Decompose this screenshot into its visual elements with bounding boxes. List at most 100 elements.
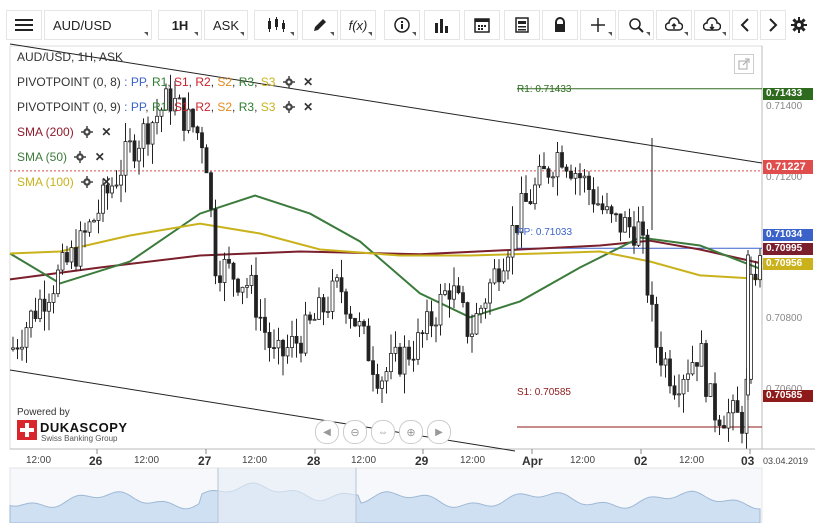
candle-body [366, 325, 371, 362]
candle-body [123, 141, 128, 176]
upload-button[interactable] [656, 10, 692, 40]
candle-body [758, 255, 762, 281]
level-r1: R1 [151, 100, 168, 114]
drawing-tools-button[interactable] [302, 10, 338, 40]
powered-by-label: Powered by [17, 407, 70, 418]
forward-button[interactable] [760, 10, 786, 40]
download-button[interactable] [694, 10, 730, 40]
back-button[interactable] [732, 10, 758, 40]
indicators-button[interactable]: f(x) [340, 10, 376, 40]
candle-body [636, 221, 641, 246]
zoom-in-icon[interactable]: ⊕ [399, 420, 423, 444]
candle-body [753, 273, 758, 281]
candle-body [609, 206, 614, 215]
candle-body [699, 343, 704, 367]
chart-nav-controls: ◀ ⊖ ⇔ ⊕ ▶ [315, 420, 451, 444]
close-icon[interactable]: ✕ [101, 175, 112, 189]
swiss-cross-icon [17, 420, 37, 440]
toolbar: AUD/USD 1H ASK f(x) [0, 0, 815, 46]
candle-body [632, 226, 636, 246]
hamburger-icon [15, 19, 33, 31]
channel-upper-line [9, 43, 763, 164]
candle-body [564, 166, 569, 172]
price-axis-label: 0.70800 [766, 313, 803, 324]
close-icon[interactable]: ✕ [303, 75, 314, 89]
price-tag-sma100: 0.70956 [763, 258, 813, 270]
info-button[interactable] [384, 10, 420, 40]
price-tag-current: 0.71227 [763, 160, 813, 174]
candle-body [272, 347, 276, 349]
calendar-button[interactable] [464, 10, 500, 40]
candle-body [209, 172, 213, 210]
news-button[interactable] [504, 10, 540, 40]
candle-body [308, 314, 312, 321]
price-axis-label: 0.70600 [766, 384, 802, 395]
candle-body [573, 173, 578, 179]
candle-body [213, 208, 218, 277]
candle-body [182, 97, 186, 131]
caret-icon [144, 32, 148, 36]
candle-body [132, 140, 137, 162]
bar-chart-icon [435, 19, 448, 33]
candle-body [506, 256, 510, 272]
gear-icon[interactable] [282, 101, 295, 113]
popout-icon[interactable] [734, 54, 754, 74]
level-r2: R2 [195, 75, 211, 89]
indicator-sma-200: SMA (200) ✕ [17, 125, 111, 139]
candle-body [285, 347, 290, 357]
candle-body [186, 108, 191, 131]
symbol-selector[interactable]: AUD/USD [44, 10, 152, 40]
candlesticks [11, 74, 762, 449]
gear-icon[interactable] [81, 126, 94, 138]
volume-button[interactable] [424, 10, 460, 40]
zoom-button[interactable] [618, 10, 654, 40]
side-selector[interactable]: ASK [204, 10, 248, 40]
lock-button[interactable] [542, 10, 578, 40]
chart-type-button[interactable] [254, 10, 298, 40]
candle-body [681, 378, 686, 395]
price-tag-r1: 0.71433 [763, 88, 813, 100]
candle-body [69, 247, 74, 263]
candle-body [749, 273, 753, 380]
candle-body [42, 298, 47, 312]
candle-body [326, 311, 330, 313]
settings-button[interactable] [788, 10, 810, 40]
reset-zoom-icon[interactable]: ⇔ [371, 420, 395, 444]
candle-body [551, 176, 555, 179]
level-s2: S2 [217, 100, 233, 114]
timeframe-selector[interactable]: 1H [158, 10, 202, 40]
candle-body [429, 311, 434, 327]
candle-body [29, 310, 33, 329]
candle-body [384, 371, 389, 382]
gear-icon[interactable] [74, 151, 87, 163]
candle-body [650, 294, 654, 305]
level-r3: R3 [238, 100, 255, 114]
candle-body [434, 324, 438, 327]
menu-button[interactable] [6, 10, 42, 40]
scroll-right-icon[interactable]: ▶ [427, 420, 451, 444]
scroll-left-icon[interactable]: ◀ [315, 420, 339, 444]
candle-body [105, 184, 110, 194]
close-icon[interactable]: ✕ [303, 100, 314, 114]
close-icon[interactable]: ✕ [101, 125, 112, 139]
candle-body [371, 360, 375, 375]
candlestick-icon [268, 17, 285, 32]
candle-body [348, 313, 353, 319]
candle-body [357, 321, 362, 327]
candle-body [465, 302, 470, 337]
close-icon[interactable]: ✕ [94, 150, 105, 164]
candle-body [443, 290, 447, 295]
crosshair-button[interactable] [580, 10, 616, 40]
gear-icon[interactable] [81, 176, 94, 188]
candle-body [717, 419, 722, 426]
candle-body [299, 342, 303, 354]
candle-body [78, 230, 83, 267]
candle-body [722, 425, 726, 429]
candle-body [393, 346, 398, 354]
level-r3: R3 [238, 75, 255, 89]
candle-body [492, 268, 497, 284]
gear-icon[interactable] [282, 76, 295, 88]
zoom-out-icon[interactable]: ⊖ [343, 420, 367, 444]
candle-body [236, 278, 240, 293]
time-axis-label: 12:00 [351, 455, 377, 466]
